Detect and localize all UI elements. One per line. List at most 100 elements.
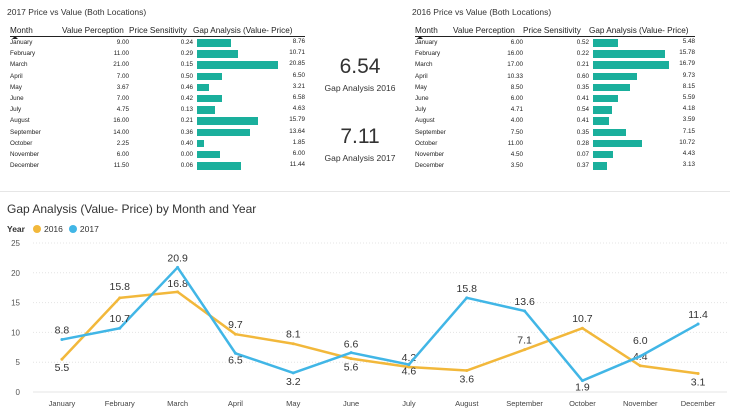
cell-value-perception: 16.00 [507,50,523,58]
cell-gap-analysis: 6.50 [193,71,305,82]
y-tick-label: 5 [16,358,21,367]
cell-month: April [415,72,428,80]
data-bar [197,94,223,103]
y-tick-label: 25 [11,239,20,248]
data-bar [593,83,631,92]
cell-value-perception: 7.00 [116,72,129,80]
x-tick-label: August [455,399,479,408]
table-row[interactable]: November 4.50 0.07 4.43 [415,149,695,160]
data-label: 5.6 [344,362,359,374]
y-tick-label: 15 [11,299,20,308]
table-row[interactable]: March 17.00 0.21 16.79 [415,59,695,70]
cell-price-sensitivity: 0.22 [576,50,589,58]
legend-item-2016[interactable]: 2016 [32,224,63,234]
data-label: 15.8 [457,283,478,295]
table-2017-title: 2017 Price vs Value (Both Locations) [7,7,147,17]
table-row[interactable]: August 16.00 0.21 15.79 [10,115,305,126]
table-row[interactable]: January 6.00 0.52 5.48 [415,37,695,49]
x-tick-label: June [343,399,359,408]
gap-value: 5.59 [682,93,695,101]
data-label: 4.6 [402,366,417,378]
table-row[interactable]: May 3.67 0.46 3.21 [10,82,305,93]
cell-value-perception: 6.00 [116,150,129,158]
data-point [176,265,180,269]
data-label: 6.5 [228,354,243,366]
column-header-gap-analysis[interactable]: Gap Analysis (Value- Price) [589,22,695,37]
cell-month: January [415,39,438,47]
column-header-value-perception[interactable]: Value Perception [62,22,129,37]
data-bar [197,72,223,81]
table-row[interactable]: October 11.00 0.28 10.72 [415,138,695,149]
data-bar [593,61,670,69]
y-tick-label: 0 [16,388,21,397]
table-row[interactable]: November 6.00 0.00 6.00 [10,149,305,160]
cell-price-sensitivity: 0.06 [180,162,193,170]
table-row[interactable]: January 9.00 0.24 8.76 [10,37,305,49]
data-bar [593,39,618,47]
table-row[interactable]: June 6.00 0.41 5.59 [415,93,695,104]
table-row[interactable]: December 11.50 0.06 11.44 [10,160,305,171]
cell-gap-analysis: 8.76 [193,37,305,49]
table-row[interactable]: October 2.25 0.40 1.85 [10,138,305,149]
cell-gap-analysis: 13.64 [193,127,305,138]
cell-value-perception: 7.00 [116,95,129,103]
data-point [233,332,237,336]
table-row[interactable]: September 14.00 0.36 13.64 [10,127,305,138]
cell-gap-analysis: 15.79 [193,115,305,126]
data-label: 13.6 [514,296,535,308]
table-row[interactable]: September 7.50 0.35 7.15 [415,127,695,138]
x-tick-label: September [506,399,543,408]
column-header-month[interactable]: Month [10,22,62,37]
gap-value: 3.59 [682,116,695,124]
table-row[interactable]: April 7.00 0.50 6.50 [10,71,305,82]
sort-ascending-icon[interactable] [12,36,18,39]
table-row[interactable]: February 16.00 0.22 15.78 [415,48,695,59]
data-bar [197,39,231,47]
cell-price-sensitivity: 0.54 [576,106,589,114]
cell-gap-analysis: 5.48 [589,37,695,49]
cell-gap-analysis: 9.73 [589,71,695,82]
data-point [638,354,642,358]
column-header-gap-analysis[interactable]: Gap Analysis (Value- Price) [193,22,305,37]
chart-legend: Year 2016 2017 [7,224,99,234]
kpi-card-2016: 6.54 Gap Analysis 2016 [290,55,430,93]
gap-value: 3.13 [682,161,695,169]
data-label: 3.1 [691,377,706,389]
data-point [580,326,584,330]
sort-ascending-icon[interactable] [417,36,423,39]
legend-item-2017[interactable]: 2017 [68,224,99,234]
cell-month: June [415,95,429,103]
cell-month: September [415,128,446,136]
table-row[interactable]: July 4.75 0.13 4.63 [10,104,305,115]
table-row[interactable]: April 10.33 0.60 9.73 [415,71,695,82]
cell-gap-analysis: 6.58 [193,93,305,104]
series-line-2016 [61,290,699,375]
gap-value: 4.43 [682,149,695,157]
table-row[interactable]: August 4.00 0.41 3.59 [415,115,695,126]
cell-value-perception: 2.25 [116,139,129,147]
kpi-card-2017: 7.11 Gap Analysis 2017 [290,125,430,163]
cell-price-sensitivity: 0.60 [576,72,589,80]
data-point [349,357,353,361]
cell-price-sensitivity: 0.50 [180,72,193,80]
legend-swatch-2017 [68,225,77,233]
gap-value: 6.50 [292,71,305,79]
table-row[interactable]: May 8.50 0.35 8.15 [415,82,695,93]
column-header-month[interactable]: Month [415,22,453,37]
cell-gap-analysis: 6.00 [193,149,305,160]
column-header-price-sensitivity[interactable]: Price Sensitivity [523,22,589,37]
table-row[interactable]: June 7.00 0.42 6.58 [10,93,305,104]
cell-price-sensitivity: 0.41 [576,95,589,103]
table-row[interactable]: July 4.71 0.54 4.18 [415,104,695,115]
data-label: 8.1 [286,329,301,341]
table-row[interactable]: March 21.00 0.15 20.85 [10,59,305,70]
table-row[interactable]: December 3.50 0.37 3.13 [415,160,695,171]
y-tick-label: 10 [11,328,20,337]
cell-month: March [10,61,28,69]
column-header-value-perception[interactable]: Value Perception [453,22,523,37]
cell-price-sensitivity: 0.24 [180,39,193,47]
table-row[interactable]: February 11.00 0.29 10.71 [10,48,305,59]
x-tick-label: March [167,399,188,408]
cell-gap-analysis: 15.78 [589,48,695,59]
column-header-price-sensitivity[interactable]: Price Sensitivity [129,22,193,37]
